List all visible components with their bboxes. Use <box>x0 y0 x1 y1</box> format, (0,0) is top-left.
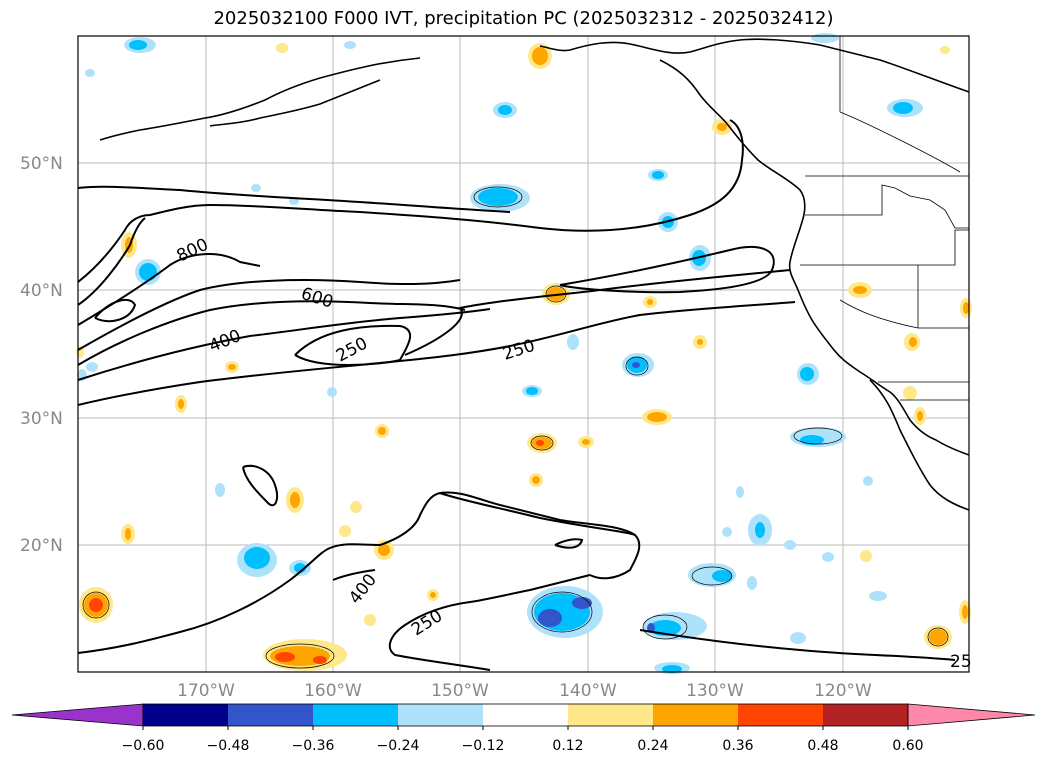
lat-label-30n: 30°N <box>20 409 63 429</box>
colorbar-tick-labels: −0.60 −0.48 −0.36 −0.24 −0.12 0.12 0.24 0.36 0.4… <box>122 726 924 754</box>
map-title: 2025032100 F000 IVT, precipitation PC (2… <box>213 8 834 29</box>
colorbar-segment <box>738 704 823 726</box>
lon-label-150w: 150°W <box>431 681 489 701</box>
ivt-contours <box>77 119 956 671</box>
colorbar <box>11 703 1036 727</box>
map-border <box>77 35 970 673</box>
colorbar-tick-label: −0.48 <box>207 738 250 754</box>
map-background <box>78 36 969 672</box>
colorbar-segment <box>143 704 228 726</box>
colorbar-tick-label: −0.60 <box>122 738 165 754</box>
colorbar-segment <box>398 704 483 726</box>
colorbar-tick-label: 0.12 <box>552 738 583 754</box>
colorbar-extend-min <box>11 703 144 727</box>
contour-label-25: 25 <box>950 652 972 672</box>
colorbar-extend-max <box>907 703 1036 727</box>
lat-label-20n: 20°N <box>20 536 63 556</box>
colorbar-tick-label: 0.36 <box>722 738 753 754</box>
coastline <box>99 38 970 511</box>
colorbar-outline <box>142 703 909 727</box>
colorbar-segment <box>568 704 653 726</box>
latitude-labels: 50°N 40°N 30°N 20°N <box>20 154 63 556</box>
colorbar-tick-label: −0.36 <box>292 738 335 754</box>
colorbar-segment <box>228 704 313 726</box>
colorbar-tick-label: 0.24 <box>637 738 668 754</box>
lat-label-40n: 40°N <box>20 281 63 301</box>
colorbar-segment <box>823 704 908 726</box>
colorbar-tick-label: 0.48 <box>807 738 838 754</box>
colorbar-tick-label: −0.24 <box>377 738 420 754</box>
colorbar-segment <box>653 704 738 726</box>
precip-outlines <box>82 186 949 669</box>
colorbar-tick-label: −0.12 <box>462 738 505 754</box>
lon-label-130w: 130°W <box>686 681 744 701</box>
colorbar-segment <box>313 704 398 726</box>
colorbar-segment <box>483 704 568 726</box>
political-borders <box>800 36 969 401</box>
lon-label-160w: 160°W <box>304 681 362 701</box>
lon-label-140w: 140°W <box>559 681 617 701</box>
lat-label-50n: 50°N <box>20 154 63 174</box>
longitude-labels: 170°W 160°W 150°W 140°W 130°W 120°W <box>177 681 872 701</box>
lon-label-120w: 120°W <box>814 681 872 701</box>
lon-label-170w: 170°W <box>177 681 235 701</box>
colorbar-tick-label: 0.60 <box>892 738 923 754</box>
